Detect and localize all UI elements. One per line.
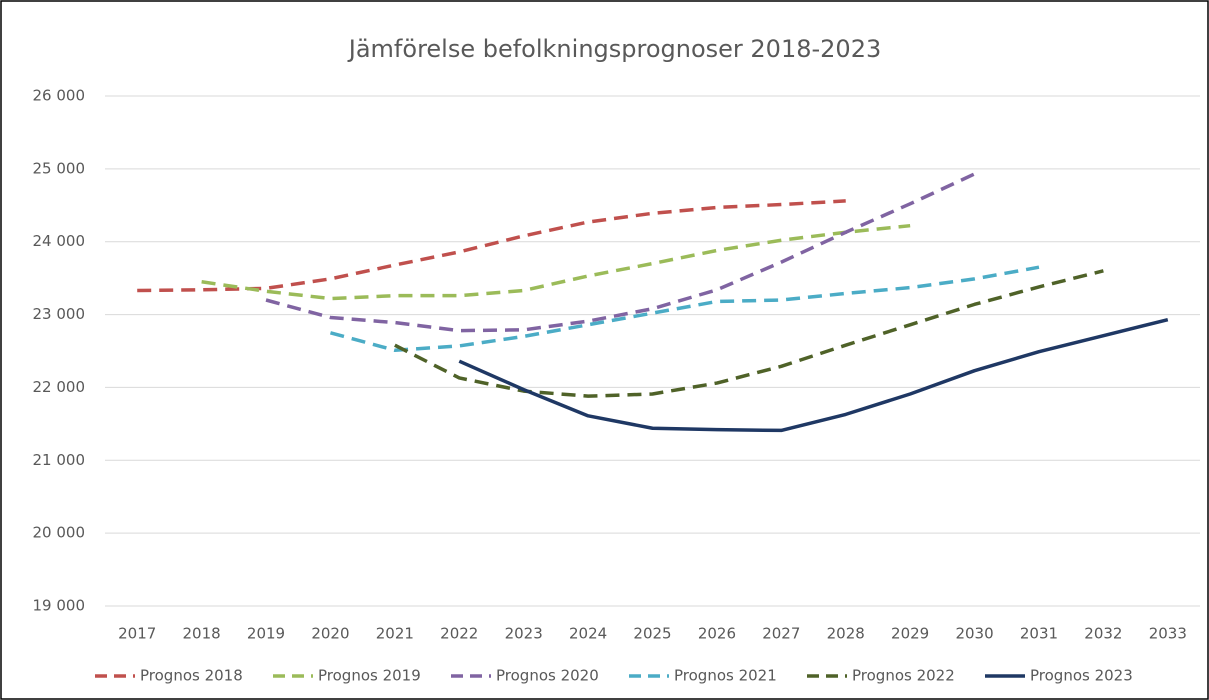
series-line (394, 269, 1104, 398)
y-tick-label: 20 000 (33, 524, 86, 542)
x-tick-label: 2033 (1149, 625, 1187, 643)
x-tick-label: 2031 (1020, 625, 1058, 643)
legend-label: Prognos 2021 (674, 667, 777, 685)
x-tick-label: 2028 (827, 625, 865, 643)
legend-label: Prognos 2019 (318, 667, 421, 685)
y-tick-label: 22 000 (33, 378, 86, 396)
y-tick-label: 25 000 (33, 159, 86, 177)
x-tick-label: 2027 (762, 625, 800, 643)
y-tick-label: 21 000 (33, 451, 86, 469)
x-tick-label: 2017 (118, 625, 156, 643)
y-tick-label: 24 000 (33, 232, 86, 250)
x-tick-label: 2030 (955, 625, 993, 643)
y-tick-label: 19 000 (33, 597, 86, 615)
y-tick-label: 23 000 (33, 305, 86, 323)
legend-label: Prognos 2020 (496, 667, 599, 685)
legend-label: Prognos 2023 (1030, 667, 1133, 685)
x-tick-label: 2023 (505, 625, 543, 643)
x-tick-label: 2025 (633, 625, 671, 643)
x-tick-label: 2018 (183, 625, 221, 643)
series-line (329, 265, 1040, 353)
x-tick-label: 2026 (698, 625, 736, 643)
series-line (265, 172, 976, 333)
x-tick-label: 2022 (440, 625, 478, 643)
series-line (458, 317, 1169, 433)
series-line (201, 223, 911, 301)
x-tick-label: 2019 (247, 625, 285, 643)
x-tick-label: 2020 (311, 625, 349, 643)
x-tick-label: 2021 (376, 625, 414, 643)
x-tick-label: 2032 (1084, 625, 1122, 643)
x-tick-label: 2029 (891, 625, 929, 643)
legend-label: Prognos 2022 (852, 667, 955, 685)
legend-label: Prognos 2018 (140, 667, 243, 685)
x-tick-label: 2024 (569, 625, 607, 643)
chart-title: Jämförelse befolkningsprognoser 2018-202… (347, 35, 881, 63)
y-tick-label: 26 000 (33, 87, 86, 105)
